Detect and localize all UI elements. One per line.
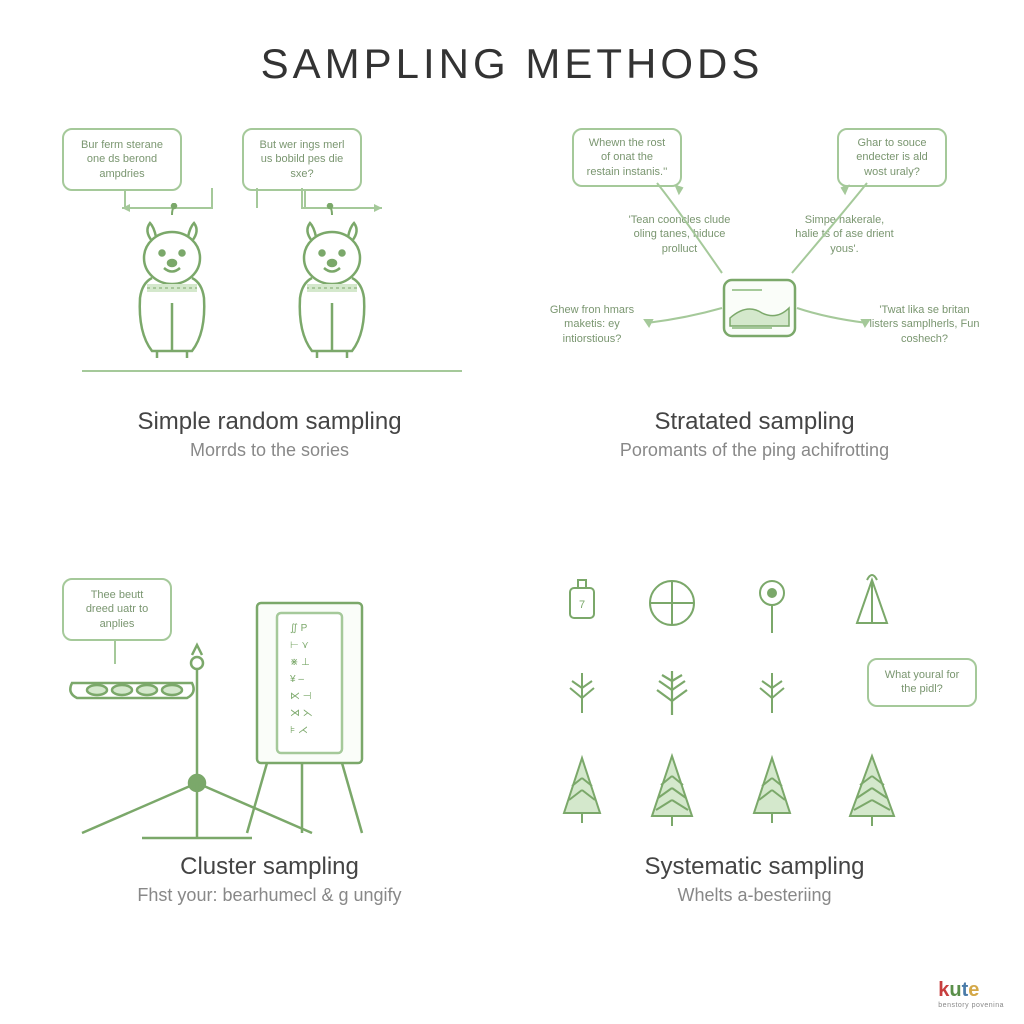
logo-letter: e xyxy=(968,979,979,1001)
bubble-p4: What youral for the pidl? xyxy=(867,658,977,707)
speech-bubble-right: But wer ings merl us bobild pes die sxe? xyxy=(242,128,362,191)
panel-title: Cluster sampling xyxy=(42,853,497,881)
svg-text:∬ P: ∬ P xyxy=(290,623,308,634)
svg-text:⋊ ⋋: ⋊ ⋋ xyxy=(290,708,313,719)
illustration-systematic: 7 xyxy=(527,563,982,843)
logo-subtitle: benstory povenina xyxy=(938,1002,1004,1009)
panel-title: Systematic sampling xyxy=(527,853,982,881)
center-card-icon xyxy=(722,278,797,338)
page-title: SAMPLING METHODS xyxy=(0,0,1024,88)
svg-text:⊢ ⋎: ⊢ ⋎ xyxy=(290,640,309,651)
dog-right-icon xyxy=(262,203,402,368)
panel-simple-random: Bur ferm sterane one ds berond ampdries … xyxy=(32,108,507,543)
illustration-dogs: Bur ferm sterane one ds berond ampdries … xyxy=(42,118,497,398)
logo-letter: u xyxy=(949,979,961,1001)
logo-letter: k xyxy=(938,979,949,1001)
panel-stratified: Whewn the rost of onat the restain insta… xyxy=(517,108,992,543)
illustration-stratified: Whewn the rost of onat the restain insta… xyxy=(527,118,982,398)
cluster-diagram: ∬ P ⊢ ⋎ ⋇ ⊥ ¥ – ⋉ ⊣ ⋊ ⋋ ⊧ ⋌ xyxy=(42,563,497,843)
dog-left-icon xyxy=(102,203,242,368)
panel-subtitle: Fhst your: bearhumecl & g ungify xyxy=(42,885,497,906)
panel-title: Simple random sampling xyxy=(42,408,497,436)
speech-bubble-left: Bur ferm sterane one ds berond ampdries xyxy=(62,128,182,191)
panel-subtitle: Poromants of the ping achifrotting xyxy=(527,440,982,461)
ground-line xyxy=(82,369,462,373)
panel-subtitle: Whelts a-besteriing xyxy=(527,885,982,906)
stratified-arrows xyxy=(527,118,982,398)
panel-subtitle: Morrds to the sories xyxy=(42,440,497,461)
panel-cluster: Thee beutt dreed uatr to anplies xyxy=(32,553,507,988)
panel-title: Stratated sampling xyxy=(527,408,982,436)
svg-text:7: 7 xyxy=(579,599,585,611)
logo: kute benstory povenina xyxy=(938,979,1004,1009)
illustration-cluster: Thee beutt dreed uatr to anplies xyxy=(42,563,497,843)
panel-systematic: 7 xyxy=(517,553,992,988)
svg-text:⋇ ⊥: ⋇ ⊥ xyxy=(290,657,310,668)
panel-grid: Bur ferm sterane one ds berond ampdries … xyxy=(32,108,992,988)
svg-text:⊧ ⋌: ⊧ ⋌ xyxy=(290,725,308,736)
svg-text:⋉ ⊣: ⋉ ⊣ xyxy=(290,691,312,702)
svg-text:¥ –: ¥ – xyxy=(289,674,304,685)
